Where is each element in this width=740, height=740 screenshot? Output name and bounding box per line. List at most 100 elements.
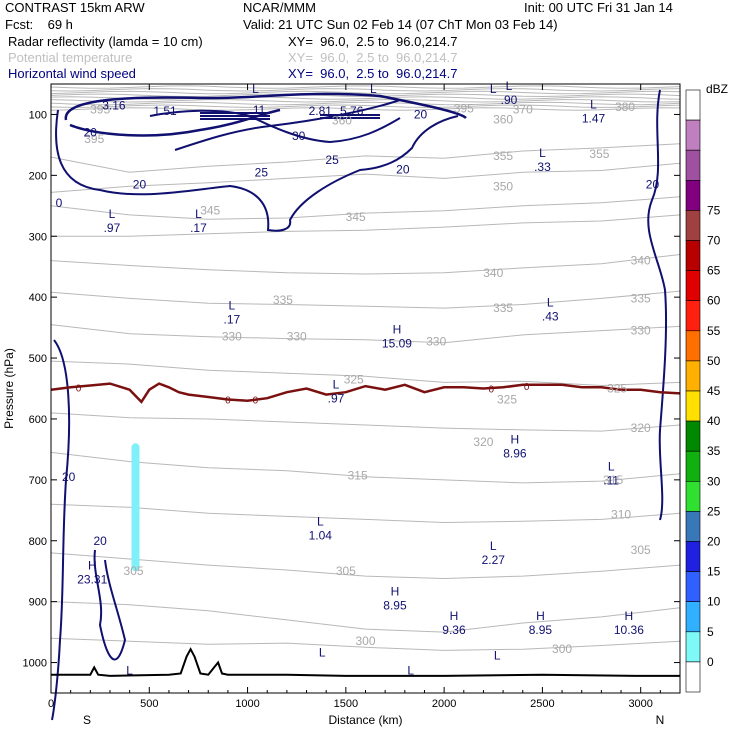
extremum-marker: L xyxy=(228,298,235,312)
colorbar-swatch xyxy=(685,149,701,181)
wind-speed-label: 25 xyxy=(255,165,269,179)
colorbar-swatch xyxy=(685,89,701,121)
field-label-reflectivity: Radar reflectivity (lamda = 10 cm) xyxy=(8,34,203,49)
colorbar-swatch xyxy=(685,240,701,271)
extremum-marker: L xyxy=(109,207,116,221)
colorbar-tick-label: 10 xyxy=(707,595,721,609)
theta-label: 300 xyxy=(355,634,375,648)
freezing-level-label: 0 xyxy=(253,395,259,406)
extremum-value: 8.96 xyxy=(503,446,527,460)
freezing-level-label: 0 xyxy=(524,382,530,393)
extremum-marker: L xyxy=(407,664,414,678)
wind-speed-label: 20 xyxy=(396,162,410,176)
colorbar-tick-label: 35 xyxy=(707,444,721,458)
extremum-value: .97 xyxy=(104,221,121,235)
colorbar-swatch xyxy=(685,300,701,332)
extremum-value: .17 xyxy=(223,312,240,326)
wind-speed-label: 30 xyxy=(292,129,306,143)
freezing-level-label: 0 xyxy=(225,395,231,406)
colorbar-swatch xyxy=(685,571,701,602)
theta-label: 345 xyxy=(346,210,366,224)
extremum-marker: L xyxy=(333,378,340,392)
theta-label: 335 xyxy=(631,291,651,305)
theta-label: 335 xyxy=(493,301,513,315)
x-end-label-south: S xyxy=(83,713,91,727)
theta-contour xyxy=(50,601,681,633)
theta-label: 330 xyxy=(222,330,242,344)
x-tick-label: 1500 xyxy=(334,698,358,710)
theta-label: 350 xyxy=(493,179,513,193)
colorbar-swatch xyxy=(685,330,701,362)
theta-contour xyxy=(50,637,681,651)
theta-label: 360 xyxy=(493,112,513,126)
colorbar-tick-label: 55 xyxy=(707,324,721,338)
extremum-marker: H xyxy=(391,585,400,599)
theta-contour xyxy=(50,196,681,220)
colorbar-swatch xyxy=(685,119,701,151)
theta-contour xyxy=(50,254,681,275)
extremum-marker: H xyxy=(625,609,634,623)
freezing-level-label: 0 xyxy=(76,383,82,394)
wind-speed-contour xyxy=(55,109,459,232)
theta-label: 305 xyxy=(631,543,651,557)
theta-label: 330 xyxy=(426,335,446,349)
theta-label: 300 xyxy=(552,642,572,656)
x-axis-label: Distance (km) xyxy=(328,713,402,727)
colorbar-tick-label: 40 xyxy=(707,414,721,428)
plot-area: 0 0 0 0 0 395 395 370 380 360 360 395 355 355 350 345 34… xyxy=(50,79,681,721)
extremum-marker: L xyxy=(547,295,554,309)
colorbar-tick-label: 20 xyxy=(707,535,721,549)
wind-speed-label: 20 xyxy=(62,470,76,484)
theta-contour-dense xyxy=(50,90,681,95)
extremum-marker: L xyxy=(494,649,501,663)
colorbar-swatch xyxy=(685,360,701,392)
jet-core-contour xyxy=(200,112,380,120)
theta-contour-dense xyxy=(50,101,681,106)
theta-label: 395 xyxy=(454,101,474,115)
extremum-value: 1.04 xyxy=(309,529,333,543)
theta-label: 310 xyxy=(611,508,631,522)
colorbar-tick-label: 65 xyxy=(707,264,721,278)
wind-speed-label: .11 xyxy=(249,103,265,117)
extremum-value: .43 xyxy=(542,309,559,323)
theta-label: 335 xyxy=(273,293,293,307)
reflectivity-column xyxy=(131,443,140,572)
colorbar-swatch xyxy=(685,601,701,633)
colorbar-swatch xyxy=(685,270,701,302)
wind-speed-label: 3.16 xyxy=(102,98,126,112)
valid-time: Valid: 21 UTC Sun 02 Feb 14 (07 ChT Mon … xyxy=(243,17,558,32)
field-xy-theta: XY= 96.0, 2.5 to 96.0,214.7 xyxy=(288,50,458,65)
theta-label: 355 xyxy=(589,147,609,161)
field-xy-wind: XY= 96.0, 2.5 to 96.0,214.7 xyxy=(288,66,458,81)
wind-speed-contour xyxy=(149,109,401,144)
theta-label: 340 xyxy=(483,266,503,280)
wind-speed-contour xyxy=(64,92,467,121)
extremum-value: 1.47 xyxy=(582,111,606,125)
x-tick-label: 500 xyxy=(140,698,158,710)
theta-label: 305 xyxy=(336,564,356,578)
extremum-value: .17 xyxy=(190,221,207,235)
theta-label: 315 xyxy=(348,469,368,483)
theta-contour xyxy=(50,324,681,344)
extremum-value: .90 xyxy=(501,93,518,107)
extremum-value: 8.95 xyxy=(529,623,553,637)
theta-contour xyxy=(51,214,681,237)
y-tick-label: 1000 xyxy=(23,658,47,670)
colorbar-swatch xyxy=(685,420,701,452)
theta-contour-dense xyxy=(50,99,681,103)
colorbar-tick-label: 75 xyxy=(707,203,721,217)
colorbar-tick-label: 70 xyxy=(707,234,721,248)
theta-contour xyxy=(50,360,681,387)
chart-title: CONTRAST 15km ARW xyxy=(5,0,145,15)
theta-label: 395 xyxy=(90,103,110,117)
extremum-marker: L xyxy=(252,82,259,96)
theta-contour xyxy=(50,143,681,173)
extremum-marker: L xyxy=(319,645,326,659)
extremum-marker: L xyxy=(490,82,497,96)
theta-contour-dense xyxy=(50,104,681,108)
theta-label: 315 xyxy=(603,473,623,487)
extremum-value: 23.31 xyxy=(77,572,107,586)
colorbar-swatch xyxy=(685,390,701,422)
